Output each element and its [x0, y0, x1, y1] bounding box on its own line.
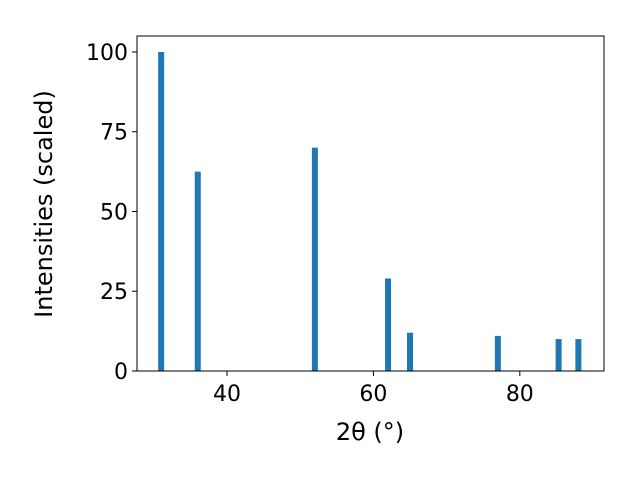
x-tick-label: 60 [359, 382, 387, 407]
bar [311, 147, 318, 371]
y-axis-label: Intensities (scaled) [30, 90, 58, 318]
x-axis-label: 2θ (°) [336, 418, 404, 446]
y-tick-label: 0 [114, 360, 128, 385]
y-tick-label: 100 [86, 41, 128, 66]
y-tick-label: 75 [100, 121, 128, 146]
y-tick-label: 25 [100, 280, 128, 305]
plot-frame [136, 35, 605, 372]
bar [194, 171, 201, 371]
bar [575, 339, 582, 371]
bar [158, 51, 165, 371]
bar [407, 332, 414, 371]
bar [494, 335, 501, 371]
bar [385, 278, 392, 371]
y-tick-label: 50 [100, 200, 128, 225]
x-tick-label: 80 [506, 382, 534, 407]
bar [555, 339, 562, 371]
x-tick-label: 40 [213, 382, 241, 407]
